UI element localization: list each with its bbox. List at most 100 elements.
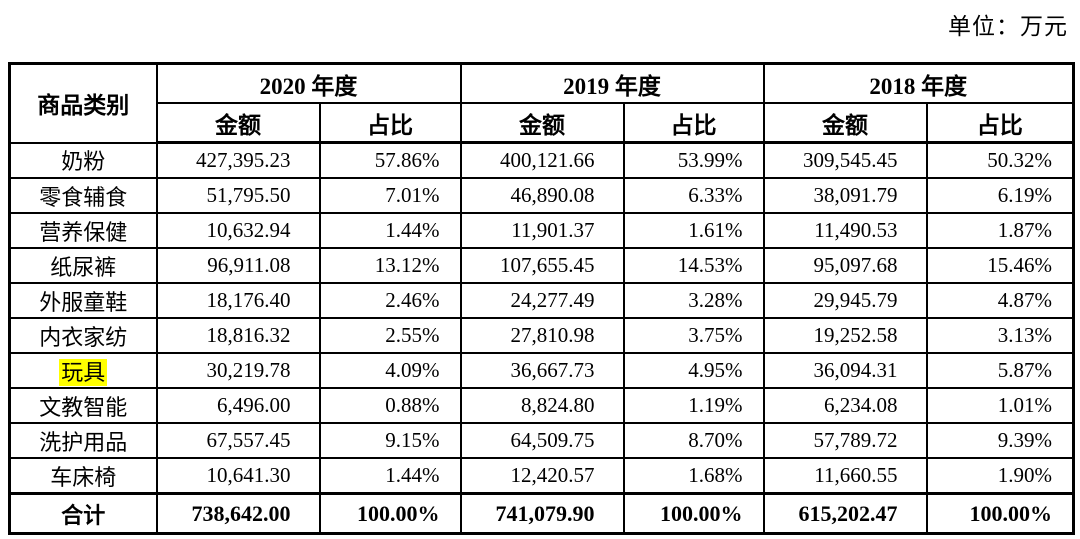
- table-row: 内衣家纺 18,816.32 2.55% 27,810.98 3.75% 19,252.5…: [8, 317, 1075, 354]
- ratio-cell: 53.99%: [622, 141, 765, 179]
- table-row: 纸尿裤 96,911.08 13.12% 107,655.45 14.53% 95,097…: [8, 247, 1075, 284]
- ratio-cell: 5.87%: [925, 352, 1075, 389]
- total-amount-cell: 741,079.90: [459, 492, 625, 535]
- table-row: 玩具 30,219.78 4.09% 36,667.73 4.95% 36,094.31 5…: [8, 352, 1075, 389]
- category-column-header: 商品类别: [8, 62, 158, 144]
- amount-cell: 18,176.40: [155, 282, 321, 319]
- ratio-cell: 1.01%: [925, 387, 1075, 424]
- amount-cell: 6,496.00: [155, 387, 321, 424]
- year-header-row: 商品类别 2020 年度 2019 年度 2018 年度: [8, 62, 1075, 144]
- amount-cell: 27,810.98: [459, 317, 625, 354]
- amount-cell: 38,091.79: [762, 177, 928, 214]
- table-body: 奶粉 427,395.23 57.86% 400,121.66 53.99% 309,54…: [8, 141, 1075, 535]
- category-cell: 车床椅: [8, 457, 158, 495]
- category-cell: 玩具: [8, 352, 158, 389]
- ratio-cell: 1.44%: [318, 457, 462, 495]
- ratio-cell: 6.33%: [622, 177, 765, 214]
- ratio-cell: 3.13%: [925, 317, 1075, 354]
- total-ratio-cell: 100.00%: [318, 492, 462, 535]
- unit-label: 单位：万元: [948, 14, 1068, 39]
- ratio-cell: 2.46%: [318, 282, 462, 319]
- ratio-header-2019: 占比: [622, 102, 765, 144]
- amount-cell: 10,632.94: [155, 212, 321, 249]
- ratio-cell: 50.32%: [925, 141, 1075, 179]
- ratio-cell: 3.28%: [622, 282, 765, 319]
- amount-header-2018: 金额: [762, 102, 928, 144]
- ratio-cell: 4.95%: [622, 352, 765, 389]
- category-cell: 零食辅食: [8, 177, 158, 214]
- table-row: 营养保健 10,632.94 1.44% 11,901.37 1.61% 11,490.5…: [8, 212, 1075, 249]
- amount-cell: 95,097.68: [762, 247, 928, 284]
- amount-cell: 51,795.50: [155, 177, 321, 214]
- ratio-cell: 6.19%: [925, 177, 1075, 214]
- total-amount-cell: 738,642.00: [155, 492, 321, 535]
- amount-cell: 46,890.08: [459, 177, 625, 214]
- ratio-cell: 1.68%: [622, 457, 765, 495]
- year-header-2019: 2019 年度: [459, 62, 765, 104]
- total-label-cell: 合计: [8, 492, 158, 535]
- ratio-cell: 1.19%: [622, 387, 765, 424]
- amount-cell: 18,816.32: [155, 317, 321, 354]
- amount-cell: 8,824.80: [459, 387, 625, 424]
- category-cell: 奶粉: [8, 141, 158, 179]
- total-amount-cell: 615,202.47: [762, 492, 928, 535]
- amount-cell: 64,509.75: [459, 422, 625, 459]
- amount-header-2019: 金额: [459, 102, 625, 144]
- table-row: 零食辅食 51,795.50 7.01% 46,890.08 6.33% 38,091.7…: [8, 177, 1075, 214]
- ratio-cell: 2.55%: [318, 317, 462, 354]
- amount-cell: 36,094.31: [762, 352, 928, 389]
- year-header-2020: 2020 年度: [155, 62, 462, 104]
- year-header-2018: 2018 年度: [762, 62, 1075, 104]
- amount-cell: 107,655.45: [459, 247, 625, 284]
- amount-cell: 24,277.49: [459, 282, 625, 319]
- amount-cell: 57,789.72: [762, 422, 928, 459]
- subheader-row: 金额 占比 金额 占比 金额 占比: [10, 102, 1075, 144]
- ratio-header-2018: 占比: [925, 102, 1075, 144]
- table-row: 车床椅 10,641.30 1.44% 12,420.57 1.68% 11,660.55…: [8, 457, 1075, 495]
- total-ratio-cell: 100.00%: [925, 492, 1075, 535]
- ratio-cell: 57.86%: [318, 141, 462, 179]
- ratio-cell: 8.70%: [622, 422, 765, 459]
- amount-cell: 30,219.78: [155, 352, 321, 389]
- ratio-cell: 7.01%: [318, 177, 462, 214]
- amount-cell: 10,641.30: [155, 457, 321, 495]
- amount-cell: 29,945.79: [762, 282, 928, 319]
- ratio-cell: 1.87%: [925, 212, 1075, 249]
- table-row: 文教智能 6,496.00 0.88% 8,824.80 1.19% 6,234.08 1.…: [8, 387, 1075, 424]
- amount-cell: 96,911.08: [155, 247, 321, 284]
- amount-cell: 67,557.45: [155, 422, 321, 459]
- amount-cell: 309,545.45: [762, 141, 928, 179]
- ratio-header-2020: 占比: [318, 102, 462, 144]
- ratio-cell: 13.12%: [318, 247, 462, 284]
- amount-cell: 6,234.08: [762, 387, 928, 424]
- ratio-cell: 1.90%: [925, 457, 1075, 495]
- amount-cell: 11,901.37: [459, 212, 625, 249]
- ratio-cell: 4.87%: [925, 282, 1075, 319]
- ratio-cell: 9.39%: [925, 422, 1075, 459]
- category-cell: 洗护用品: [8, 422, 158, 459]
- category-cell: 营养保健: [8, 212, 158, 249]
- amount-cell: 11,660.55: [762, 457, 928, 495]
- total-ratio-cell: 100.00%: [622, 492, 765, 535]
- table-row: 奶粉 427,395.23 57.86% 400,121.66 53.99% 309,54…: [8, 141, 1075, 179]
- amount-cell: 36,667.73: [459, 352, 625, 389]
- ratio-cell: 14.53%: [622, 247, 765, 284]
- ratio-cell: 1.61%: [622, 212, 765, 249]
- ratio-cell: 4.09%: [318, 352, 462, 389]
- ratio-cell: 0.88%: [318, 387, 462, 424]
- table-row: 外服童鞋 18,176.40 2.46% 24,277.49 3.28% 29,945.7…: [8, 282, 1075, 319]
- ratio-cell: 9.15%: [318, 422, 462, 459]
- total-row: 合计 738,642.00 100.00% 741,079.90 100.00% 615,…: [8, 492, 1075, 535]
- amount-cell: 400,121.66: [459, 141, 625, 179]
- category-cell: 文教智能: [8, 387, 158, 424]
- amount-cell: 12,420.57: [459, 457, 625, 495]
- category-cell: 外服童鞋: [8, 282, 158, 319]
- category-cell: 纸尿裤: [8, 247, 158, 284]
- amount-cell: 19,252.58: [762, 317, 928, 354]
- amount-cell: 11,490.53: [762, 212, 928, 249]
- category-cell: 内衣家纺: [8, 317, 158, 354]
- ratio-cell: 3.75%: [622, 317, 765, 354]
- highlighted-text: 玩具: [59, 358, 108, 386]
- amount-cell: 427,395.23: [155, 141, 321, 179]
- ratio-cell: 1.44%: [318, 212, 462, 249]
